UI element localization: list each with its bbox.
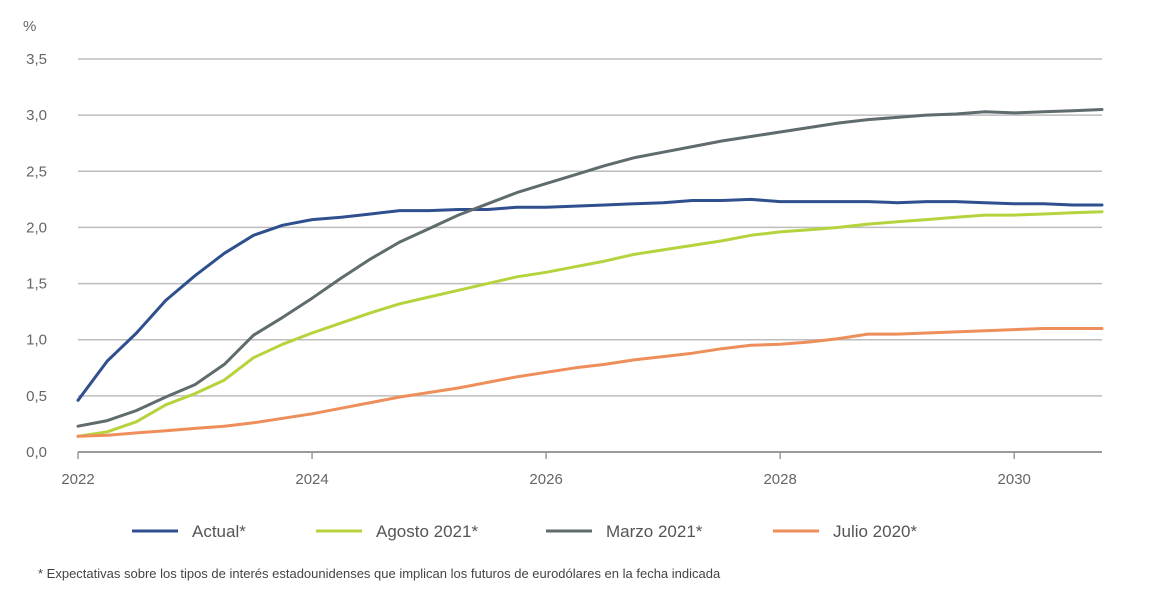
y-tick-label-4: 2,0 bbox=[26, 219, 47, 236]
series-line-0 bbox=[76, 197, 1104, 402]
legend: Actual* Agosto 2021* Marzo 2021* Julio 2020… bbox=[132, 522, 918, 541]
x-axis: 2022 2024 2026 2028 2030 bbox=[61, 451, 1102, 488]
y-axis-unit: % bbox=[23, 18, 36, 35]
legend-label-3: Julio 2020* bbox=[833, 522, 918, 541]
series-line-2 bbox=[76, 108, 1104, 428]
y-tick-label-3: 1,5 bbox=[26, 276, 47, 293]
x-tick-label-2: 2026 bbox=[529, 471, 562, 488]
series-line-3 bbox=[76, 327, 1104, 438]
x-tick-label-1: 2024 bbox=[295, 471, 328, 488]
y-tick-label-1: 0,5 bbox=[26, 388, 47, 405]
series-line-1 bbox=[76, 210, 1104, 438]
grid-lines bbox=[78, 58, 1102, 453]
footnote: * Expectativas sobre los tipos de interé… bbox=[38, 566, 721, 581]
legend-label-1: Agosto 2021* bbox=[376, 522, 478, 541]
legend-label-0: Actual* bbox=[192, 522, 246, 541]
y-axis-tick-labels: 0,0 0,5 1,0 1,5 2,0 2,5 3,0 3,5 bbox=[26, 51, 47, 461]
y-tick-label-2: 1,0 bbox=[26, 332, 47, 349]
series-lines bbox=[76, 108, 1104, 438]
y-tick-label-7: 3,5 bbox=[26, 51, 47, 68]
x-tick-label-3: 2028 bbox=[763, 471, 796, 488]
y-tick-label-6: 3,0 bbox=[26, 107, 47, 124]
legend-label-2: Marzo 2021* bbox=[606, 522, 703, 541]
line-chart: % 0,00,51,01,52,02,53,03,5 2022 2024 2026 2… bbox=[23, 18, 1104, 541]
x-tick-label-0: 2022 bbox=[61, 471, 94, 488]
y-tick-label-0: 0,0 bbox=[26, 444, 47, 461]
y-tick-label-5: 2,5 bbox=[26, 163, 47, 180]
x-tick-label-4: 2030 bbox=[998, 471, 1031, 488]
